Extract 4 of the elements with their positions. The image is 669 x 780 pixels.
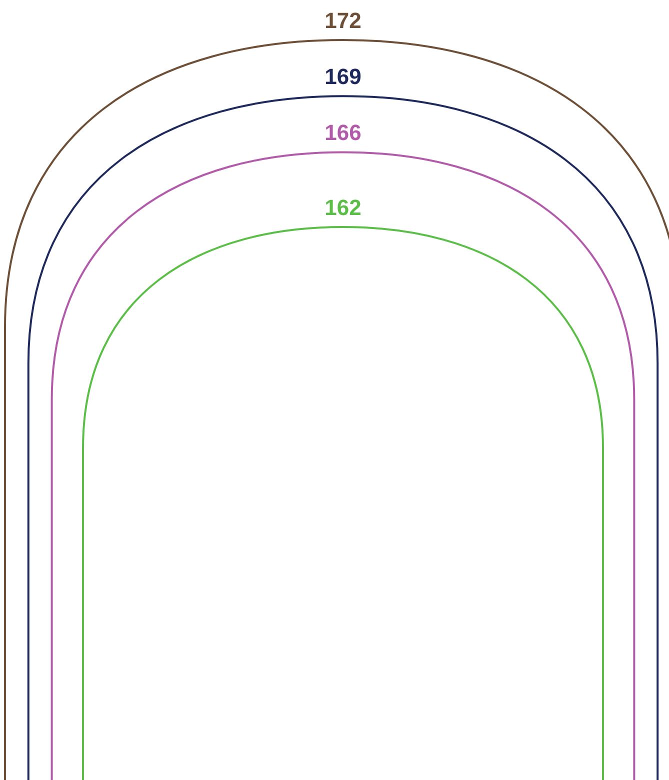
data-label: 172: [324, 8, 362, 33]
data-label: 162: [324, 195, 362, 220]
data-label: 166: [324, 120, 362, 146]
data-label: 169: [324, 64, 362, 90]
